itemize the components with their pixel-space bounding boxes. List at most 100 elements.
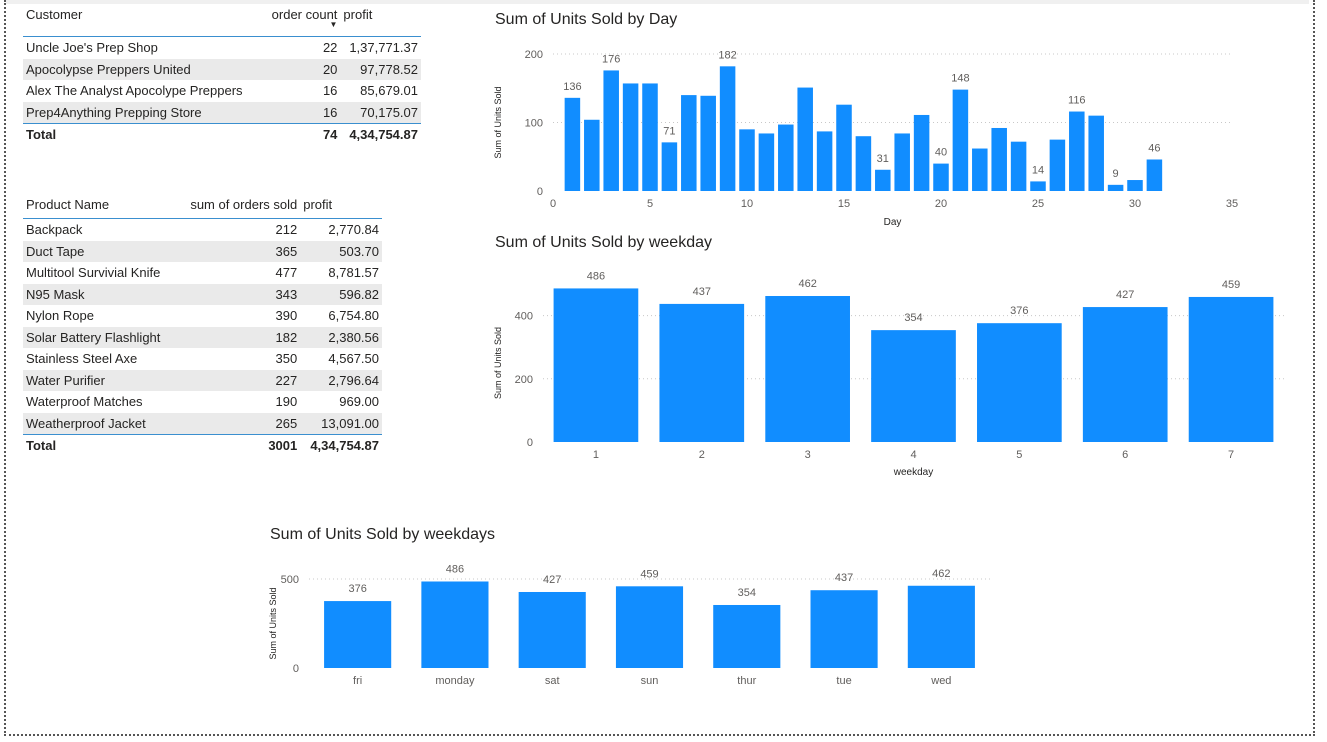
bar[interactable] bbox=[1030, 181, 1046, 191]
bar[interactable] bbox=[324, 601, 392, 668]
profit-cell: 6,754.80 bbox=[328, 308, 379, 324]
bar[interactable] bbox=[816, 131, 833, 191]
bar[interactable] bbox=[810, 590, 878, 668]
x-tick-label: wed bbox=[930, 675, 951, 687]
data-label: 459 bbox=[640, 568, 658, 580]
bar[interactable] bbox=[797, 87, 813, 191]
profit-column-header[interactable]: profit bbox=[340, 7, 421, 37]
order-count-column-header[interactable]: order count ▼ bbox=[263, 7, 341, 37]
bar[interactable] bbox=[894, 133, 910, 191]
data-label: 46 bbox=[1148, 142, 1160, 154]
data-label: 376 bbox=[348, 583, 366, 595]
product-table-row[interactable]: Waterproof Matches 190 969.00 bbox=[23, 391, 382, 413]
profit-cell: 8,781.57 bbox=[328, 265, 379, 281]
profit-cell: 85,679.01 bbox=[360, 83, 418, 99]
product-profit-column-header[interactable]: profit bbox=[300, 190, 382, 219]
bar[interactable] bbox=[1082, 307, 1168, 442]
bar[interactable] bbox=[871, 330, 956, 442]
bar[interactable] bbox=[1188, 296, 1274, 442]
bar[interactable] bbox=[933, 163, 949, 191]
bar[interactable] bbox=[564, 97, 581, 191]
bar[interactable] bbox=[659, 303, 745, 442]
bar[interactable] bbox=[603, 70, 619, 191]
bar[interactable] bbox=[1127, 180, 1143, 191]
bar[interactable] bbox=[855, 136, 872, 191]
bar[interactable] bbox=[622, 83, 639, 191]
bar[interactable] bbox=[952, 89, 969, 191]
bar[interactable] bbox=[758, 133, 775, 191]
x-tick-label: thur bbox=[737, 675, 756, 687]
bar[interactable] bbox=[977, 323, 1062, 442]
data-label: 427 bbox=[543, 574, 561, 586]
bar[interactable] bbox=[681, 95, 697, 191]
y-axis-label: Sum of Units Sold bbox=[493, 86, 503, 158]
bar[interactable] bbox=[1049, 139, 1066, 191]
customer-table-total-row: Total 74 4,34,754.87 bbox=[23, 123, 421, 146]
y-tick-label: 200 bbox=[525, 49, 543, 61]
product-table-row[interactable]: N95 Mask 343 596.82 bbox=[23, 283, 382, 305]
data-label: 437 bbox=[835, 572, 853, 584]
bar[interactable] bbox=[553, 288, 639, 442]
bar[interactable] bbox=[642, 83, 658, 191]
product-table-row[interactable]: Multitool Survivial Knife 477 8,781.57 bbox=[23, 262, 382, 284]
bar[interactable] bbox=[907, 585, 975, 668]
count-cell: 227 bbox=[176, 369, 301, 391]
bar[interactable] bbox=[1010, 141, 1027, 191]
bar[interactable] bbox=[1069, 111, 1085, 191]
customer-table-row[interactable]: Apocolypse Preppers United 20 97,778.52 bbox=[23, 58, 421, 80]
count-cell: 390 bbox=[275, 308, 298, 324]
bar[interactable] bbox=[584, 119, 600, 191]
product-table-row[interactable]: Solar Battery Flashlight 182 2,380.56 bbox=[23, 326, 382, 348]
profit-cell: 70,175.07 bbox=[340, 101, 421, 124]
bar[interactable] bbox=[972, 148, 988, 191]
x-tick-label: 7 bbox=[1228, 449, 1234, 461]
product-table-row[interactable]: Weatherproof Jacket 265 13,091.00 bbox=[23, 412, 382, 435]
name-cell: Weatherproof Jacket bbox=[23, 412, 177, 435]
count-cell: 265 bbox=[176, 412, 301, 435]
name-cell: Apocolypse Preppers United bbox=[23, 58, 264, 80]
product-table-row[interactable]: Backpack 212 2,770.84 bbox=[23, 219, 382, 241]
product-table-total-row: Total 3001 4,34,754.87 bbox=[23, 434, 382, 457]
product-name-column-header[interactable]: Product Name bbox=[23, 190, 177, 219]
product-table-row[interactable]: Stainless Steel Axe 350 4,567.50 bbox=[23, 348, 382, 370]
bar[interactable] bbox=[518, 591, 586, 668]
data-label: 427 bbox=[1116, 289, 1134, 301]
bar[interactable] bbox=[700, 95, 716, 191]
product-table-row[interactable]: Nylon Rope 390 6,754.80 bbox=[23, 305, 382, 327]
product-total-label: Total bbox=[23, 434, 177, 457]
product-table-row[interactable]: Duct Tape 365 503.70 bbox=[23, 240, 382, 262]
bar[interactable] bbox=[991, 127, 1007, 191]
customer-table-row[interactable]: Uncle Joe's Prep Shop 22 1,37,771.37 bbox=[23, 37, 421, 59]
sort-descending-icon[interactable]: ▼ bbox=[329, 20, 338, 29]
units-by-day-chart: 0 100 200 Sum of Units Sold Day 0 5 10 15 20 25 30 3… bbox=[493, 49, 1238, 228]
bar[interactable] bbox=[765, 296, 850, 442]
customer-table-row[interactable]: Prep4Anything Prepping Store 16 70,175.07 bbox=[23, 101, 421, 124]
bar[interactable] bbox=[719, 66, 736, 191]
x-tick-label: 15 bbox=[838, 198, 850, 210]
profit-cell: 503.70 bbox=[300, 240, 382, 262]
bar[interactable] bbox=[421, 581, 489, 668]
x-axis-label: weekday bbox=[893, 467, 933, 478]
bar[interactable] bbox=[1107, 184, 1124, 191]
total-label: Total bbox=[23, 123, 264, 146]
bar[interactable] bbox=[1146, 159, 1163, 191]
data-label: 376 bbox=[1010, 305, 1028, 317]
data-label: 148 bbox=[951, 73, 969, 85]
customer-column-header[interactable]: Customer bbox=[23, 7, 264, 37]
bar[interactable] bbox=[739, 129, 755, 191]
orders-sold-column-header[interactable]: sum of orders sold bbox=[176, 190, 301, 219]
customer-table: Customer order count ▼ profit Uncle Joe'… bbox=[23, 7, 421, 146]
chart-title-by-weekdays: Sum of Units Sold by weekdays bbox=[270, 526, 495, 543]
customer-table-row[interactable]: Alex The Analyst Apocolype Preppers 16 85,… bbox=[23, 80, 421, 102]
count-cell: 16 bbox=[322, 83, 338, 99]
x-tick-label: 4 bbox=[910, 449, 916, 461]
bar[interactable] bbox=[778, 124, 794, 191]
bar[interactable] bbox=[661, 142, 678, 191]
product-table-row[interactable]: Water Purifier 227 2,796.64 bbox=[23, 369, 382, 391]
bar[interactable] bbox=[615, 586, 684, 668]
bar[interactable] bbox=[875, 169, 891, 191]
bar[interactable] bbox=[836, 104, 852, 191]
bar[interactable] bbox=[913, 114, 930, 191]
bar[interactable] bbox=[713, 604, 781, 668]
bar[interactable] bbox=[1088, 115, 1104, 191]
